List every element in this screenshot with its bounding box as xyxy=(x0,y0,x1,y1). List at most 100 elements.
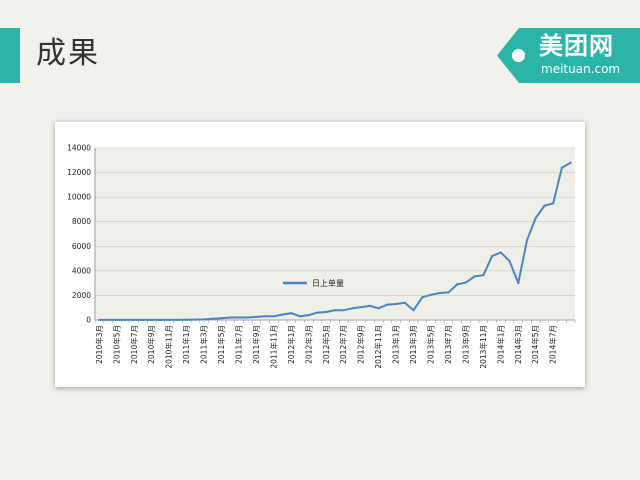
data-point xyxy=(386,303,389,306)
data-point xyxy=(333,309,337,312)
data-point xyxy=(272,315,276,318)
data-point xyxy=(150,318,153,322)
data-point xyxy=(525,239,529,242)
data-point xyxy=(220,317,223,320)
x-tick-label: 2011年1月 xyxy=(181,325,191,364)
data-point xyxy=(264,315,267,318)
x-tick-label: 2012年1月 xyxy=(286,325,296,364)
data-point xyxy=(133,318,136,322)
data-point xyxy=(159,318,162,322)
x-tick-label: 2011年3月 xyxy=(199,325,209,364)
data-point xyxy=(185,318,188,321)
data-point xyxy=(115,318,118,322)
data-point xyxy=(106,318,110,322)
data-point xyxy=(342,309,345,312)
x-tick-label: 2011年7月 xyxy=(234,325,244,364)
y-tick-label: 0 xyxy=(86,316,91,325)
data-point xyxy=(124,318,127,322)
logo-dot-icon xyxy=(512,49,525,62)
data-point xyxy=(508,259,511,263)
data-point xyxy=(325,310,328,314)
y-tick-label: 14000 xyxy=(67,144,91,153)
data-point xyxy=(281,313,284,316)
title-accent-bar xyxy=(0,28,20,83)
x-tick-label: 2011年9月 xyxy=(251,325,261,364)
x-tick-label: 2014年3月 xyxy=(513,325,523,364)
x-tick-label: 2010年9月 xyxy=(146,325,156,364)
x-tick-label: 2014年5月 xyxy=(530,325,540,364)
data-point xyxy=(412,309,415,312)
data-point xyxy=(543,204,546,207)
logo-main-text: 美团网 xyxy=(539,32,614,60)
x-tick-label: 2013年1月 xyxy=(391,325,401,364)
line-chart: 0 2000 4000 6000 8000 10000 12000 14000 2010年3月… xyxy=(67,144,576,369)
data-point xyxy=(552,202,555,205)
x-tick-label: 2011年5月 xyxy=(216,325,226,364)
data-point xyxy=(534,216,537,220)
data-point xyxy=(421,296,424,299)
x-tick-label: 2010年11月 xyxy=(164,325,174,369)
chart-card: 0 2000 4000 6000 8000 10000 12000 14000 2010年3月… xyxy=(55,122,585,387)
x-tick-label: 2013年3月 xyxy=(408,325,418,364)
x-tick-label: 2013年5月 xyxy=(426,325,436,364)
data-point xyxy=(482,274,485,277)
legend-label: 日上单量 xyxy=(312,278,344,288)
data-point xyxy=(298,315,302,318)
data-point xyxy=(490,255,494,258)
data-point xyxy=(517,282,520,285)
data-point xyxy=(211,317,214,320)
data-point xyxy=(368,304,372,307)
data-point xyxy=(316,311,319,314)
data-point xyxy=(141,318,145,322)
x-tick-label: 2012年9月 xyxy=(356,325,366,364)
y-tick-label: 4000 xyxy=(72,266,91,275)
data-point xyxy=(473,275,476,278)
data-point xyxy=(351,307,354,310)
x-tick-label: 2013年9月 xyxy=(460,325,470,364)
data-point xyxy=(168,318,171,321)
data-point xyxy=(403,301,406,304)
data-point xyxy=(429,293,433,296)
data-point xyxy=(307,313,310,317)
data-point xyxy=(360,306,363,309)
data-point xyxy=(569,161,572,164)
x-tick-label: 2014年1月 xyxy=(495,325,505,364)
x-tick-label: 2012年5月 xyxy=(321,325,331,364)
data-point xyxy=(194,318,197,321)
data-point xyxy=(290,312,293,315)
y-tick-label: 10000 xyxy=(67,193,91,202)
page-title: 成果 xyxy=(36,36,100,71)
data-point xyxy=(560,166,564,169)
data-point xyxy=(255,315,258,319)
x-tick-label: 2013年7月 xyxy=(443,325,453,364)
x-tick-label: 2010年7月 xyxy=(129,325,139,364)
data-point xyxy=(202,318,206,321)
data-point xyxy=(499,251,502,254)
data-point xyxy=(377,307,380,310)
x-tick-label: 2014年7月 xyxy=(548,325,558,364)
data-point xyxy=(237,316,241,319)
data-point xyxy=(229,316,232,319)
x-tick-label: 2011年11月 xyxy=(268,325,278,369)
x-tick-label: 2010年5月 xyxy=(111,325,121,364)
x-tick-label: 2012年7月 xyxy=(338,325,348,364)
x-tick-label: 2013年11月 xyxy=(478,325,488,369)
x-tick-label: 2012年11月 xyxy=(373,325,383,369)
data-point xyxy=(456,283,459,286)
y-tick-label: 2000 xyxy=(72,291,91,300)
data-point xyxy=(394,302,398,306)
data-point xyxy=(246,316,249,319)
y-tick-label: 8000 xyxy=(72,217,91,226)
data-point xyxy=(176,318,180,321)
data-point xyxy=(438,291,441,295)
data-point xyxy=(447,291,450,294)
y-tick-label: 6000 xyxy=(72,242,91,251)
data-point xyxy=(464,281,468,284)
y-tick-label: 12000 xyxy=(67,168,91,177)
plot-area xyxy=(95,148,575,320)
data-point xyxy=(98,318,101,322)
x-tick-label: 2010年3月 xyxy=(94,325,104,364)
meituan-logo: 美团网 meituan.com xyxy=(497,28,640,83)
x-tick-label: 2012年3月 xyxy=(303,325,313,364)
logo-sub-text: meituan.com xyxy=(541,62,621,76)
